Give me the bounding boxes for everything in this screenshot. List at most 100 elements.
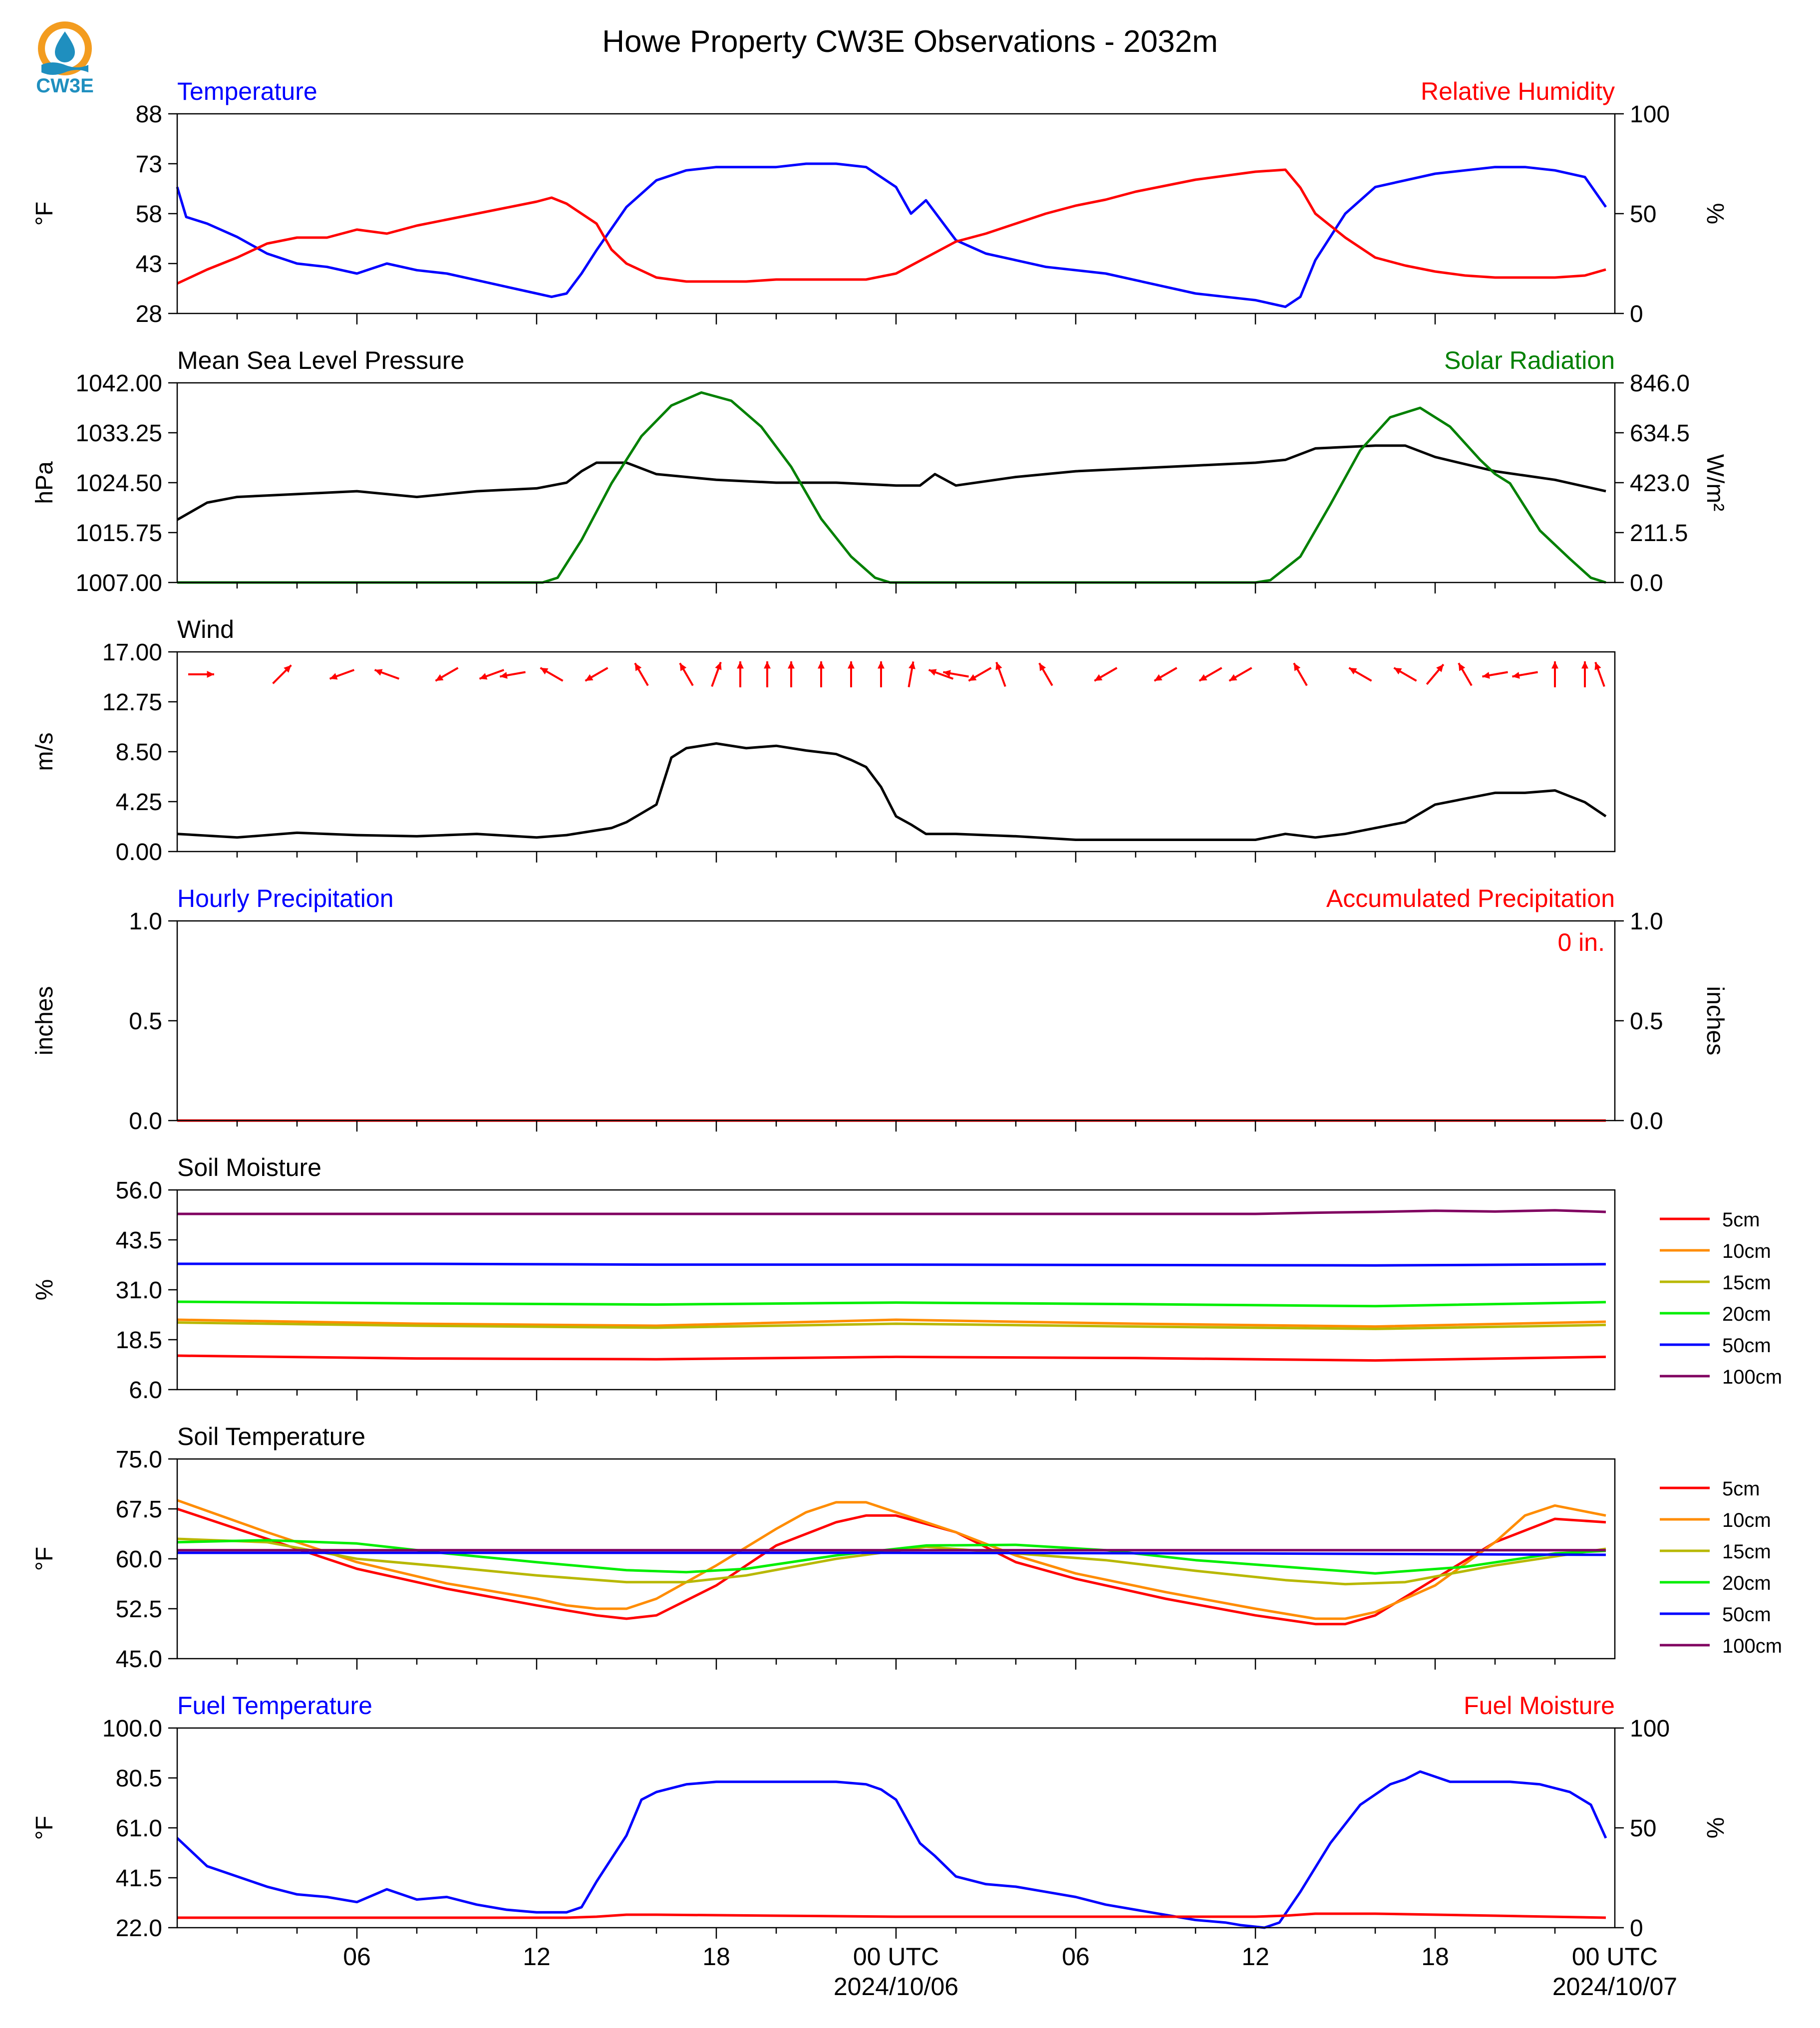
y-tick-label-left: 45.0 [116, 1646, 162, 1673]
y-tick-label-right: 50 [1630, 201, 1656, 228]
series-line-5cm [177, 1354, 1606, 1362]
x-tick-label: 18 [1421, 1943, 1449, 1971]
wind-arrow-head [1394, 668, 1402, 675]
wind-arrow-head [1482, 672, 1490, 679]
y-tick-label-right: 634.5 [1630, 420, 1690, 447]
y-axis-label-left: hPa [31, 461, 58, 504]
panel-title-right: Relative Humidity [1421, 77, 1615, 105]
panel-fuel [168, 1727, 1624, 1939]
wind-arrow-head [1294, 663, 1301, 671]
y-tick-label-left: 0.00 [116, 839, 162, 866]
y-tick-label-left: 12.75 [102, 689, 162, 716]
wind-arrow-head [1581, 661, 1588, 669]
wind-arrow-head [764, 661, 771, 669]
panel-title-right: Fuel Moisture [1464, 1692, 1615, 1720]
y-tick-label-left: 4.25 [116, 789, 162, 816]
series-line-10cm [177, 1499, 1606, 1620]
y-axis-label-left: inches [31, 986, 58, 1056]
y-tick-label-left: 43.5 [116, 1227, 162, 1254]
panel-title-left: Fuel Temperature [177, 1692, 372, 1720]
y-tick-label-left: 1042.00 [75, 370, 162, 397]
wind-arrow-head [1594, 662, 1601, 670]
wind-arrow-head [715, 662, 722, 670]
wind-arrow-head [540, 668, 549, 675]
panel-title-left: Temperature [177, 77, 317, 105]
series-line-50cm [177, 1262, 1606, 1267]
wind-arrow-head [1512, 672, 1520, 679]
x-tick-label: 18 [702, 1943, 730, 1971]
legend-label: 50cm [1722, 1335, 1771, 1357]
legend-label: 20cm [1722, 1572, 1771, 1594]
panel-temp_rh [168, 113, 1624, 324]
wind-arrow-head [500, 672, 508, 679]
wind-arrow-head [788, 661, 795, 669]
y-axis-label-left: °F [31, 202, 58, 226]
x-tick-label: 12 [523, 1943, 551, 1971]
y-axis-label-left: °F [31, 1547, 58, 1571]
y-tick-label-right: 211.5 [1630, 520, 1688, 547]
wind-arrow-head [1094, 674, 1103, 681]
wind-arrow-head [284, 665, 292, 673]
panel-mslp_solar [168, 382, 1624, 593]
y-tick-label-left: 31.0 [116, 1277, 162, 1304]
figure-title: Howe Property CW3E Observations - 2032m [602, 24, 1218, 59]
cw3e-logo-icon [38, 21, 92, 75]
y-tick-label-right: 0 [1630, 1915, 1643, 1942]
series-line-temperature [176, 162, 1607, 308]
legend-label: 100cm [1722, 1366, 1782, 1388]
y-tick-label-right: 50 [1630, 1815, 1656, 1842]
panel-title-left: Mean Sea Level Pressure [177, 346, 464, 374]
y-axis-label-left: % [31, 1279, 58, 1301]
y-tick-label-left: 0.5 [129, 1008, 162, 1035]
wind-arrow-head [1349, 668, 1357, 675]
wind-arrow-head [943, 670, 951, 677]
panel-frame [176, 1727, 1616, 1929]
y-tick-label-left: 56.0 [116, 1177, 162, 1204]
wind-arrow-head [1551, 661, 1558, 669]
y-axis-label-left: °F [31, 1816, 58, 1840]
y-tick-label-right: 100 [1630, 1716, 1670, 1742]
y-tick-label-left: 1007.00 [75, 570, 162, 596]
y-tick-label-left: 88 [136, 101, 162, 128]
panel-title-left: Soil Moisture [177, 1154, 321, 1181]
y-tick-label-left: 52.5 [116, 1596, 162, 1623]
wind-arrow-head [435, 674, 444, 681]
y-tick-label-right: 1.0 [1630, 908, 1663, 935]
y-tick-label-right: 100 [1630, 101, 1670, 128]
y-tick-label-left: 6.0 [129, 1377, 162, 1404]
panel-wind [168, 651, 1616, 863]
accumulated-precip-value: 0 in. [1557, 928, 1605, 956]
x-tick-label: 12 [1241, 1943, 1269, 1971]
y-tick-label-left: 61.0 [116, 1815, 162, 1842]
y-tick-label-left: 43 [136, 251, 162, 278]
panel-frame [176, 920, 1616, 1122]
y-tick-label-left: 0.0 [129, 1108, 162, 1135]
wind-arrow-head [818, 661, 825, 669]
wind-arrow-head [1436, 664, 1444, 672]
series-line-5cm [177, 1507, 1606, 1626]
series-line-relative-humidity [176, 168, 1606, 285]
legend-label: 20cm [1722, 1303, 1771, 1325]
wind-arrow-head [479, 673, 488, 680]
panel-frame [176, 113, 1616, 314]
panel-soil_moisture [168, 1189, 1710, 1401]
y-axis-label-right: W/m² [1702, 454, 1728, 512]
logo-text: CW3E [36, 75, 94, 97]
wind-arrow-head [878, 661, 885, 669]
x-tick-label: 06 [1062, 1943, 1090, 1971]
y-tick-label-left: 28 [136, 301, 162, 327]
series-line-10cm [177, 1318, 1606, 1328]
y-tick-label-left: 1033.25 [75, 420, 162, 447]
y-tick-label-left: 1.0 [129, 908, 162, 935]
wind-arrow-head [1229, 674, 1237, 681]
panel-title-left: Wind [177, 615, 234, 643]
y-tick-label-right: 846.0 [1630, 370, 1690, 397]
y-tick-label-left: 18.5 [116, 1327, 162, 1354]
panel-title-left: Hourly Precipitation [177, 884, 394, 912]
legend-label: 50cm [1722, 1604, 1771, 1626]
y-tick-label-left: 100.0 [102, 1716, 162, 1742]
y-axis-label-right: inches [1702, 986, 1728, 1056]
series-line-mean-sea-level-pressure [176, 444, 1606, 521]
wind-arrow-head [207, 671, 214, 678]
